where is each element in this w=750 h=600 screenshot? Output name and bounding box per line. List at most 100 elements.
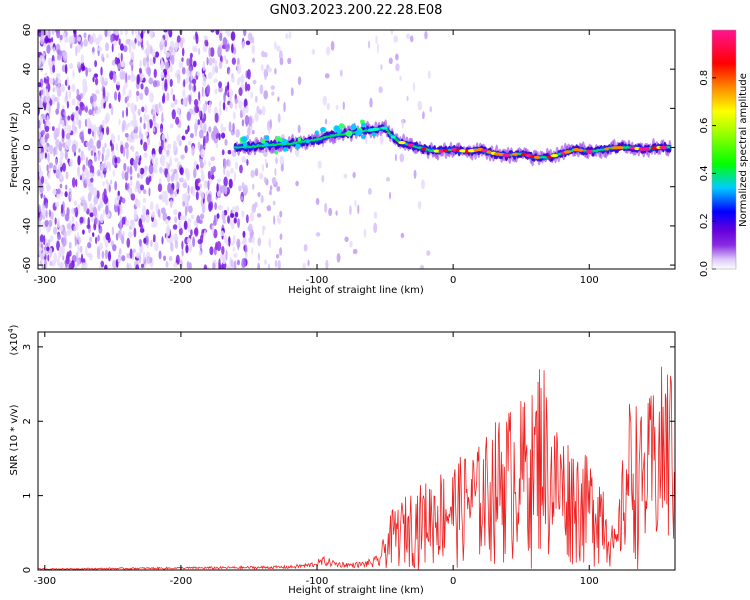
colorbar-label: Normalized spectral amplitude [738,73,749,227]
spectrogram-noise-blob [163,255,167,261]
spectrogram-noise-blob [55,158,58,166]
spectrogram-noise-blob [42,137,46,145]
spectrogram-noise-blob [198,109,202,118]
spectrogram-noise-blob [153,127,156,133]
spectrogram-noise-blob [66,76,70,87]
spectrogram-noise-blob [325,259,329,269]
spectrogram-noise-blob [272,200,276,206]
spectrogram-noise-blob [235,128,240,138]
spectrogram-y-tick-label: 60 [22,24,33,37]
spectrogram-noise-blob [56,170,61,178]
spectrogram-noise-blob [134,126,138,134]
spectrogram-noise-blob [126,165,130,174]
spectrogram-noise-blob [120,30,123,36]
spectrogram-noise-blob [77,244,80,255]
spectrogram-noise-blob [151,212,155,218]
spectrogram-noise-blob [102,86,106,98]
spectrogram-noise-blob [198,91,201,101]
spectrogram-noise-blob [139,167,145,175]
spectrogram-noise-blob [49,261,53,267]
spectrogram-noise-blob [273,215,276,225]
spectrogram-noise-blob [42,52,46,58]
spectrogram-noise-blob [59,261,64,269]
spectrogram-noise-blob [43,78,49,84]
spectrogram-track-peak [421,147,427,151]
spectrogram-noise-blob [59,225,64,232]
spectrogram-noise-blob [57,217,60,229]
spectrogram-noise-blob [150,239,153,248]
spectrogram-noise-blob [104,115,109,125]
spectrogram-noise-blob [157,208,161,218]
spectrogram-noise-blob [207,170,211,180]
spectrogram-noise-blob [171,109,176,120]
spectrogram-noise-blob [146,61,150,68]
spectrogram-noise-blob [96,109,99,116]
spectrogram-noise-blob [209,47,215,57]
spectrogram-noise-blob [311,49,316,55]
spectrogram-noise-blob [38,163,41,173]
spectrogram-noise-blob [279,233,283,240]
spectrogram-noise-blob [78,95,82,102]
spectrogram-noise-blob [65,171,69,180]
spectrogram-noise-blob [228,121,232,133]
spectrogram-noise-blob [106,30,112,38]
spectrogram-noise-blob [218,86,223,93]
spectrogram-noise-blob [257,191,261,198]
spectrogram-noise-blob [78,121,82,129]
spectrogram-noise-blob [111,156,116,166]
snr-x-tick-label: -300 [33,576,56,587]
spectrogram-noise-blob [154,156,158,168]
spectrogram-noise-blob [110,105,114,116]
spectrogram-noise-blob [59,34,63,41]
spectrogram-noise-blob [126,262,130,269]
spectrogram-noise-blob [257,252,260,261]
spectrogram-noise-blob [79,245,83,253]
spectrogram-noise-blob [335,104,339,110]
spectrogram-noise-blob [126,252,131,259]
spectrogram-noise-blob [144,104,148,114]
spectrogram-noise-blob [115,258,119,269]
spectrogram-noise-blob [163,141,167,152]
spectrogram-noise-blob [87,121,93,129]
spectrogram-noise-blob [354,199,357,208]
spectrogram-noise-blob [44,43,47,48]
spectrogram-noise-blob [83,201,88,213]
spectrogram-noise-blob [72,124,75,132]
spectrogram-noise-blob [197,119,201,126]
spectrogram-noise-blob [62,162,66,172]
spectrogram-noise-blob [128,187,132,194]
spectrogram-noise-blob [254,95,258,103]
spectrogram-noise-blob [151,222,156,228]
spectrogram-noise-blob [295,180,299,187]
spectrogram-noise-blob [124,30,129,36]
spectrogram-noise-blob [232,206,235,214]
spectrogram-noise-blob [231,57,236,65]
spectrogram-noise-blob [87,127,92,135]
spectrogram-noise-blob [87,216,90,227]
spectrogram-noise-blob [142,189,147,194]
spectrogram-noise-blob [230,220,235,230]
snr-x-tick-label: -200 [170,576,193,587]
spectrogram-noise-blob [111,259,117,269]
spectrogram-noise-blob [190,214,195,220]
spectrogram-noise-blob [379,134,384,145]
spectrogram-noise-blob [226,265,232,269]
spectrogram-noise-blob [368,188,372,195]
spectrogram-noise-blob [152,49,156,58]
spectrogram-noise-blob [230,31,236,41]
spectrogram-noise-blob [59,156,63,168]
spectrogram-noise-blob [232,246,236,252]
spectrogram-noise-blob [206,84,211,95]
spectrogram-noise-blob [198,129,204,139]
spectrogram-noise-blob [208,160,211,168]
spectrogram-noise-blob [242,30,247,37]
spectrogram-noise-blob [122,146,126,157]
spectrogram-noise-blob [117,63,121,70]
spectrogram-noise-blob [188,243,193,253]
spectrogram-noise-blob [215,143,219,149]
spectrogram-noise-blob [38,132,42,140]
spectrogram-noise-blob [236,238,241,249]
spectrogram-noise-blob [273,41,277,50]
spectrogram-noise-blob [200,172,205,182]
spectrogram-noise-blob [117,134,120,142]
